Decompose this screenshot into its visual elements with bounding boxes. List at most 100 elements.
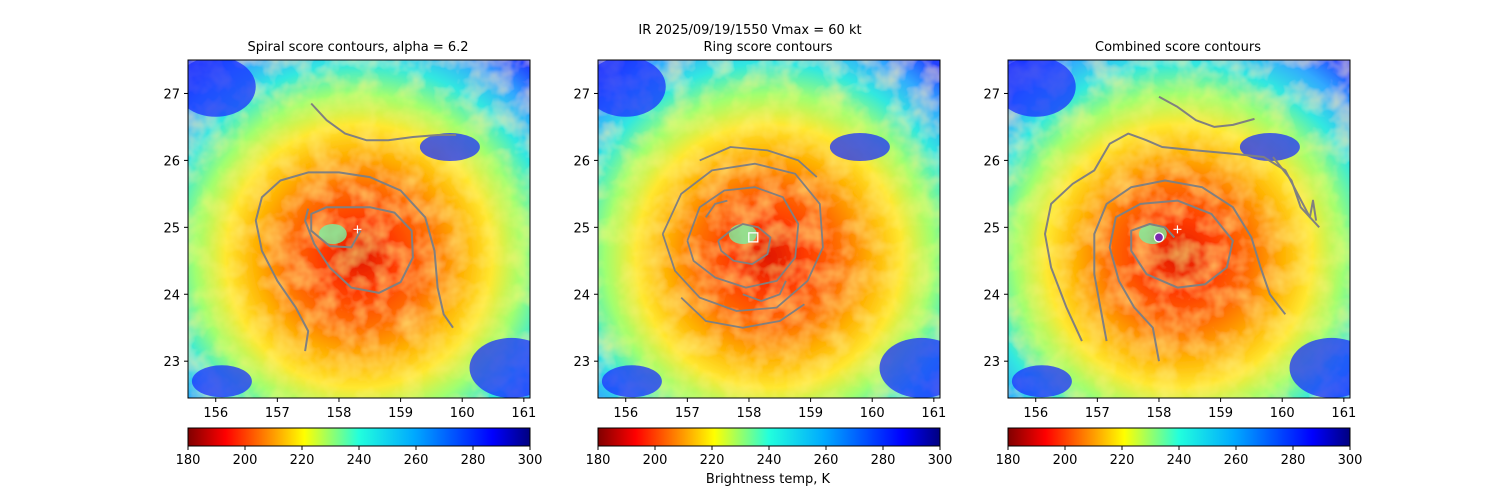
combined-cold-cloud-region [1289,337,1350,398]
spiral-score-contour [254,171,454,352]
combined-colorbar-tick-label: 180 [996,453,1021,468]
combined-combined-center-marker [1153,232,1165,243]
spiral-cold-cloud-region [419,133,480,162]
spiral-colorbar [187,427,531,447]
combined-score-contour [1108,199,1234,362]
spiral-colorbar-tick-label: 180 [176,453,201,468]
combined-colorbar-tick-label: 300 [1338,453,1363,468]
combined-score-contour [1272,156,1320,228]
panel-title-combined: Combined score contours [1095,40,1261,55]
spiral-x-tick-label: 159 [388,406,413,421]
combined-colorbar-tick-label: 260 [1224,453,1249,468]
ring-axes-frame [597,59,941,399]
combined-score-contour [1093,179,1287,342]
ring-cold-cloud-region [879,337,940,398]
combined-center-plus-marker [1173,225,1182,234]
ring-y-tick-label: 23 [573,355,590,370]
combined-colorbar-tick-label: 240 [1167,453,1192,468]
panel-title-spiral: Spiral score contours, alpha = 6.2 [247,40,469,55]
spiral-score-contour [310,102,457,142]
ring-colorbar-tick-label: 220 [700,453,725,468]
combined-axes-frame [1007,59,1351,399]
ring-y-tick-label: 24 [573,288,590,303]
ring-center-square-marker [748,232,759,243]
ring-x-tick-label: 156 [613,406,638,421]
combined-y-tick-label: 25 [983,221,1000,236]
combined-x-tick-label: 160 [1270,406,1295,421]
spiral-colorbar-tick-label: 240 [347,453,372,468]
ring-score-contour [742,280,787,302]
combined-cold-cloud-region [1011,365,1072,398]
ring-colorbar-tick-label: 300 [928,453,953,468]
ring-score-contour [686,186,800,289]
ring-score-contour [699,146,818,178]
spiral-score-contour [304,206,414,294]
ring-cold-cloud-region [829,133,890,162]
spiral-x-tick-label: 158 [327,406,352,421]
spiral-colorbar-tick-label: 220 [290,453,315,468]
spiral-eye-region [318,224,347,245]
combined-cold-cloud-region [1239,133,1300,162]
spiral-cold-cloud-region [191,365,252,398]
ring-colorbar [597,427,941,447]
spiral-y-tick-label: 24 [163,288,180,303]
spiral-y-tick-label: 23 [163,355,180,370]
ring-colorbar-tick-label: 240 [757,453,782,468]
ring-heatmap-image [598,60,940,398]
combined-y-tick-label: 26 [983,154,1000,169]
combined-colorbar [1007,427,1351,447]
combined-y-tick-label: 24 [983,288,1000,303]
combined-x-tick-label: 158 [1147,406,1172,421]
spiral-x-tick-label: 157 [265,406,290,421]
spiral-x-tick-label: 160 [450,406,475,421]
ring-x-tick-label: 157 [675,406,700,421]
ring-cold-cloud-region [598,60,666,117]
ring-x-tick-label: 161 [921,406,946,421]
spiral-y-tick-label: 25 [163,221,180,236]
ring-cold-cloud-region [601,365,662,398]
ring-colorbar-tick-label: 200 [643,453,668,468]
spiral-y-tick-label: 26 [163,154,180,169]
combined-x-tick-label: 157 [1085,406,1110,421]
combined-heatmap-image [1008,60,1350,398]
figure-suptitle: IR 2025/09/19/1550 Vmax = 60 kt [638,23,862,38]
ring-score-contour [705,199,728,218]
ring-y-tick-label: 25 [573,221,590,236]
panel-title-ring: Ring score contours [703,40,833,55]
ring-x-tick-label: 160 [860,406,885,421]
spiral-x-tick-label: 161 [511,406,536,421]
combined-x-tick-label: 161 [1331,406,1356,421]
ring-y-tick-label: 27 [573,87,590,102]
ring-score-contour [680,296,805,329]
spiral-center-plus-marker [353,225,362,234]
combined-score-contour [1158,95,1255,128]
ring-colorbar-tick-label: 280 [871,453,896,468]
ring-colorbar-tick-label: 180 [586,453,611,468]
ring-colorbar-tick-label: 260 [814,453,839,468]
combined-colorbar-tick-label: 200 [1053,453,1078,468]
colorbar-axis-label: Brightness temp, K [705,472,831,487]
spiral-y-tick-label: 27 [163,87,180,102]
combined-colorbar-tick-label: 280 [1281,453,1306,468]
combined-x-tick-label: 159 [1208,406,1233,421]
combined-y-tick-label: 27 [983,87,1000,102]
spiral-cold-cloud-region [188,60,256,117]
ring-score-contour [717,223,772,266]
combined-x-tick-label: 156 [1023,406,1048,421]
spiral-colorbar-tick-label: 300 [518,453,543,468]
spiral-x-tick-label: 156 [203,406,228,421]
combined-score-contour [1044,132,1318,342]
spiral-colorbar-tick-label: 260 [404,453,429,468]
spiral-axes-frame [187,59,531,399]
combined-cold-cloud-region [1008,60,1076,117]
ring-score-contour [661,162,824,312]
combined-y-tick-label: 23 [983,355,1000,370]
ring-eye-region [728,224,757,245]
spiral-cold-cloud-region [469,337,530,398]
ring-y-tick-label: 26 [573,154,590,169]
ring-x-tick-label: 159 [798,406,823,421]
combined-colorbar-tick-label: 220 [1110,453,1135,468]
spiral-colorbar-tick-label: 280 [461,453,486,468]
spiral-heatmap-image [188,60,530,398]
